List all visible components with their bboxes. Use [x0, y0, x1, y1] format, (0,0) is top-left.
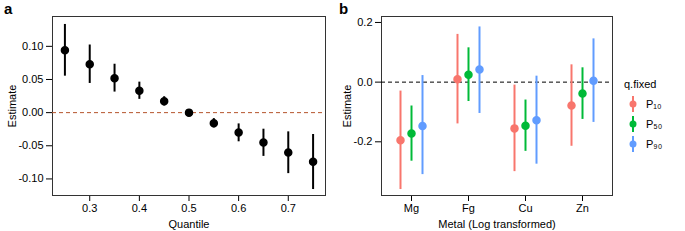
svg-text:Estimate: Estimate [341, 85, 353, 128]
svg-text:-0.10: -0.10 [18, 172, 43, 184]
svg-text:0.00: 0.00 [22, 106, 43, 118]
html-text:a: a [4, 0, 13, 17]
svg-text:Metal (Log transformed): Metal (Log transformed) [438, 218, 555, 230]
svg-text:0.4: 0.4 [132, 202, 147, 214]
svg-text:0.3: 0.3 [82, 202, 97, 214]
html-text:P₅₀: P₅₀ [646, 117, 663, 130]
svg-text:-0.05: -0.05 [18, 139, 43, 151]
svg-text:Fg: Fg [462, 202, 475, 214]
svg-text:Cu: Cu [518, 202, 532, 214]
svg-text:Zn: Zn [576, 202, 589, 214]
svg-text:0.2: 0.2 [357, 16, 372, 28]
svg-text:0.5: 0.5 [181, 202, 196, 214]
svg-text:0.7: 0.7 [281, 202, 296, 214]
html-text:q.fixed: q.fixed [624, 77, 657, 90]
svg-text:0.0: 0.0 [357, 76, 372, 88]
svg-text:0.10: 0.10 [22, 40, 43, 52]
html-text:P₁₀: P₁₀ [646, 97, 662, 110]
html-text:P₉₀: P₉₀ [646, 137, 663, 150]
html-text:b: b [339, 0, 349, 17]
svg-text:0.6: 0.6 [231, 202, 246, 214]
svg-text:Estimate: Estimate [6, 85, 18, 128]
svg-text:Mg: Mg [404, 202, 419, 214]
svg-text:0.05: 0.05 [22, 73, 43, 85]
svg-text:-0.2: -0.2 [354, 135, 373, 147]
svg-text:Quantile: Quantile [169, 218, 210, 230]
